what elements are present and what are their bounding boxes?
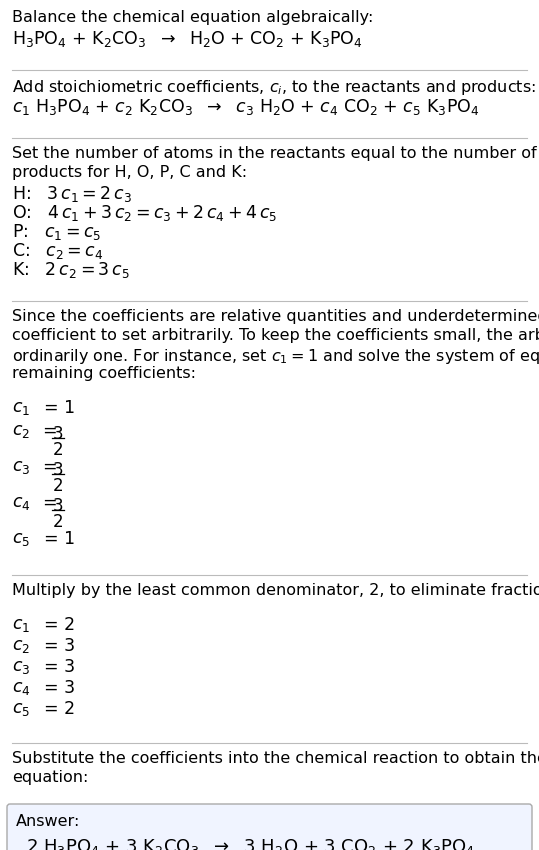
Text: =: = — [42, 494, 57, 512]
Text: 3: 3 — [53, 461, 63, 479]
Text: = 2: = 2 — [44, 616, 75, 634]
Text: =: = — [42, 422, 57, 440]
Text: P: $\;$ $c_1 = c_5$: P: $\;$ $c_1 = c_5$ — [12, 222, 101, 242]
Text: Multiply by the least common denominator, 2, to eliminate fractional coefficient: Multiply by the least common denominator… — [12, 583, 539, 598]
Text: O: $\;$ $4\,c_1 + 3\,c_2 = c_3 + 2\,c_4 + 4\,c_5$: O: $\;$ $4\,c_1 + 3\,c_2 = c_3 + 2\,c_4 … — [12, 203, 278, 223]
Text: = 2: = 2 — [44, 700, 75, 718]
Text: $c_1$ H$_3$PO$_4$ + $c_2$ K$_2$CO$_3$  $\rightarrow$  $c_3$ H$_2$O + $c_4$ CO$_2: $c_1$ H$_3$PO$_4$ + $c_2$ K$_2$CO$_3$ $\… — [12, 97, 479, 117]
Text: $c_4$: $c_4$ — [12, 494, 31, 512]
Text: = 3: = 3 — [44, 679, 75, 697]
Text: 3: 3 — [53, 425, 63, 443]
Text: $c_3$: $c_3$ — [12, 658, 30, 676]
Text: products for H, O, P, C and K:: products for H, O, P, C and K: — [12, 165, 247, 180]
Text: 3: 3 — [53, 497, 63, 515]
Text: 2: 2 — [53, 513, 63, 531]
Text: 2: 2 — [53, 477, 63, 495]
Text: = 1: = 1 — [44, 530, 75, 548]
FancyBboxPatch shape — [7, 804, 532, 850]
Text: Set the number of atoms in the reactants equal to the number of atoms in the: Set the number of atoms in the reactants… — [12, 146, 539, 161]
Text: $c_5$: $c_5$ — [12, 530, 30, 548]
Text: K: $\;$ $2\,c_2 = 3\,c_5$: K: $\;$ $2\,c_2 = 3\,c_5$ — [12, 260, 130, 280]
Text: 2: 2 — [53, 441, 63, 459]
Text: $c_2$: $c_2$ — [12, 637, 30, 655]
Text: =: = — [42, 458, 57, 476]
Text: C: $\;$ $c_2 = c_4$: C: $\;$ $c_2 = c_4$ — [12, 241, 103, 261]
Text: Answer:: Answer: — [16, 814, 80, 829]
Text: Balance the chemical equation algebraically:: Balance the chemical equation algebraica… — [12, 10, 374, 25]
Text: = 1: = 1 — [44, 399, 75, 417]
Text: H: $\;$ $3\,c_1 = 2\,c_3$: H: $\;$ $3\,c_1 = 2\,c_3$ — [12, 184, 132, 204]
Text: equation:: equation: — [12, 770, 88, 785]
Text: $c_2$: $c_2$ — [12, 422, 30, 440]
Text: H$_3$PO$_4$ + K$_2$CO$_3$  $\rightarrow$  H$_2$O + CO$_2$ + K$_3$PO$_4$: H$_3$PO$_4$ + K$_2$CO$_3$ $\rightarrow$ … — [12, 29, 363, 49]
Text: Add stoichiometric coefficients, $c_i$, to the reactants and products:: Add stoichiometric coefficients, $c_i$, … — [12, 78, 536, 97]
Text: 2 H$_3$PO$_4$ + 3 K$_2$CO$_3$  $\rightarrow$  3 H$_2$O + 3 CO$_2$ + 2 K$_3$PO$_4: 2 H$_3$PO$_4$ + 3 K$_2$CO$_3$ $\rightarr… — [26, 837, 475, 850]
Text: $c_1$: $c_1$ — [12, 616, 30, 634]
Text: $c_3$: $c_3$ — [12, 458, 30, 476]
Text: = 3: = 3 — [44, 637, 75, 655]
Text: $c_1$: $c_1$ — [12, 399, 30, 417]
Text: $c_5$: $c_5$ — [12, 700, 30, 718]
Text: coefficient to set arbitrarily. To keep the coefficients small, the arbitrary va: coefficient to set arbitrarily. To keep … — [12, 328, 539, 343]
Text: $c_4$: $c_4$ — [12, 679, 31, 697]
Text: Substitute the coefficients into the chemical reaction to obtain the balanced: Substitute the coefficients into the che… — [12, 751, 539, 766]
Text: Since the coefficients are relative quantities and underdetermined, choose a: Since the coefficients are relative quan… — [12, 309, 539, 324]
Text: = 3: = 3 — [44, 658, 75, 676]
Text: remaining coefficients:: remaining coefficients: — [12, 366, 196, 381]
Text: ordinarily one. For instance, set $c_1 = 1$ and solve the system of equations fo: ordinarily one. For instance, set $c_1 =… — [12, 347, 539, 366]
